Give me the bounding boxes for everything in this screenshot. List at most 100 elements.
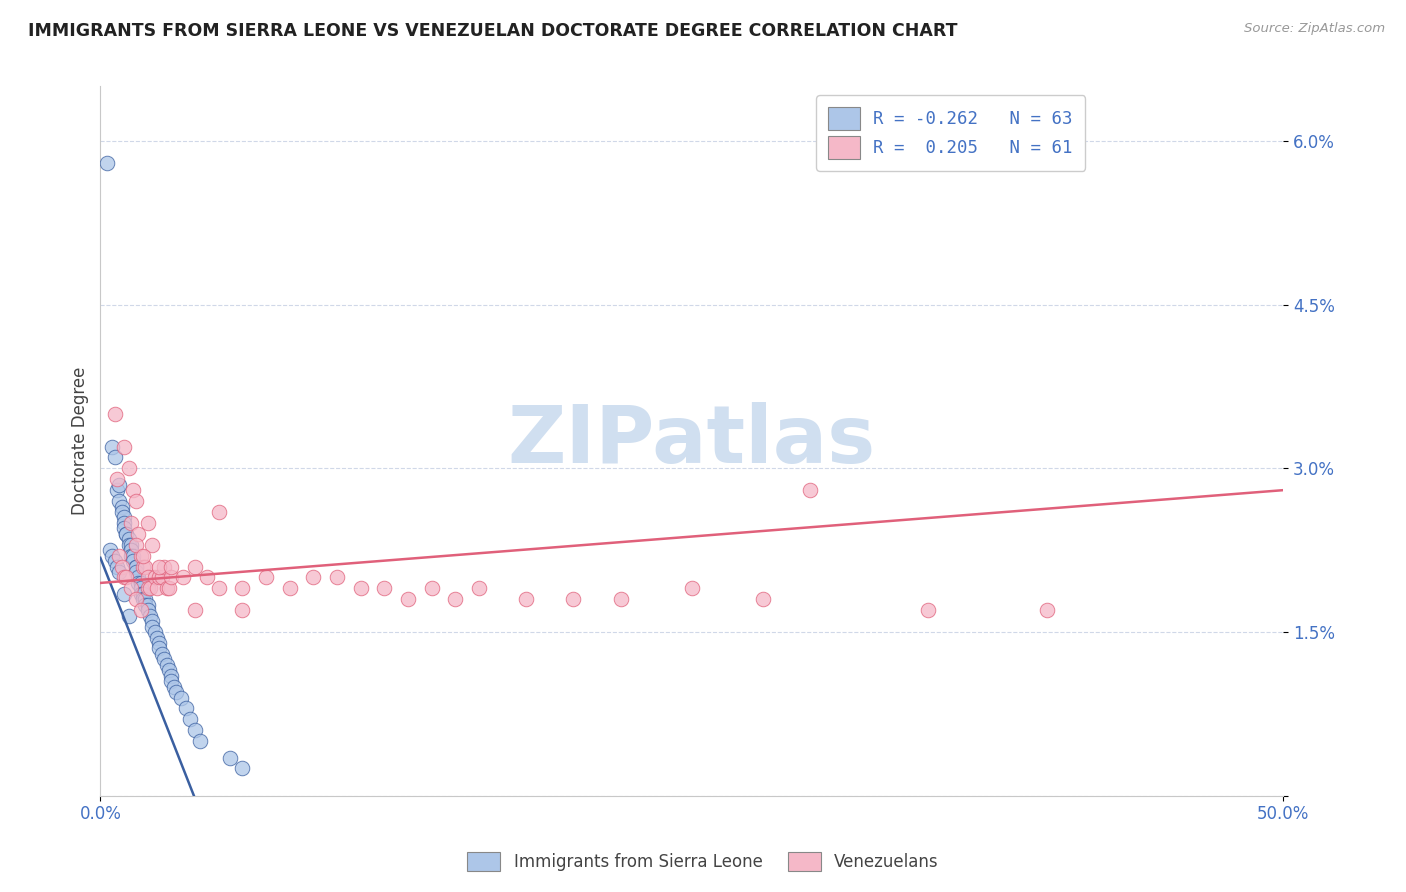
Point xyxy=(157,582,180,596)
Point xyxy=(148,641,170,656)
Y-axis label: Doctorate Degree: Doctorate Degree xyxy=(72,367,89,516)
Point xyxy=(184,603,207,617)
Point xyxy=(136,516,159,530)
Point xyxy=(799,483,821,498)
Point xyxy=(129,582,152,596)
Point xyxy=(146,582,169,596)
Point xyxy=(136,570,159,584)
Point xyxy=(127,570,149,584)
Point xyxy=(105,559,128,574)
Point xyxy=(112,440,135,454)
Point xyxy=(125,559,148,574)
Point xyxy=(157,663,180,677)
Point xyxy=(125,538,148,552)
Point xyxy=(103,554,125,568)
Point xyxy=(160,570,183,584)
Point xyxy=(108,494,131,508)
Text: Source: ZipAtlas.com: Source: ZipAtlas.com xyxy=(1244,22,1385,36)
Point xyxy=(132,549,155,563)
Point xyxy=(105,472,128,486)
Point xyxy=(231,603,253,617)
Point xyxy=(103,407,125,421)
Point xyxy=(160,674,183,689)
Point xyxy=(139,582,162,596)
Point xyxy=(120,538,142,552)
Point xyxy=(134,559,156,574)
Point xyxy=(170,690,193,705)
Point xyxy=(184,559,207,574)
Point xyxy=(165,685,187,699)
Point xyxy=(143,570,166,584)
Point xyxy=(349,582,371,596)
Point xyxy=(373,582,395,596)
Point xyxy=(120,516,142,530)
Point xyxy=(917,603,939,617)
Point xyxy=(207,505,229,519)
Point xyxy=(101,440,124,454)
Point xyxy=(98,543,121,558)
Point xyxy=(139,608,162,623)
Point xyxy=(396,592,419,607)
Point xyxy=(150,647,173,661)
Point xyxy=(153,559,176,574)
Point xyxy=(112,516,135,530)
Legend: R = -0.262   N = 63, R =  0.205   N = 61: R = -0.262 N = 63, R = 0.205 N = 61 xyxy=(815,95,1085,171)
Point xyxy=(155,582,177,596)
Point xyxy=(103,450,125,465)
Point xyxy=(420,582,443,596)
Point xyxy=(112,521,135,535)
Point xyxy=(125,592,148,607)
Point xyxy=(231,582,253,596)
Point xyxy=(125,494,148,508)
Point xyxy=(136,603,159,617)
Point xyxy=(136,582,159,596)
Point xyxy=(122,549,145,563)
Point xyxy=(146,631,169,645)
Point xyxy=(179,712,201,726)
Point xyxy=(120,549,142,563)
Point xyxy=(302,570,325,584)
Point xyxy=(125,559,148,574)
Point xyxy=(108,565,131,579)
Point xyxy=(118,608,141,623)
Point xyxy=(562,592,585,607)
Point xyxy=(122,554,145,568)
Point xyxy=(278,582,301,596)
Point xyxy=(118,461,141,475)
Point xyxy=(118,538,141,552)
Point xyxy=(609,592,631,607)
Point xyxy=(96,155,118,169)
Point xyxy=(163,680,186,694)
Point xyxy=(129,549,152,563)
Point xyxy=(1035,603,1057,617)
Point xyxy=(141,538,163,552)
Point xyxy=(129,576,152,591)
Point xyxy=(134,592,156,607)
Point xyxy=(254,570,277,584)
Point xyxy=(468,582,491,596)
Point xyxy=(134,598,156,612)
Point xyxy=(115,526,138,541)
Point xyxy=(129,603,152,617)
Point xyxy=(120,543,142,558)
Point xyxy=(150,570,173,584)
Point xyxy=(141,614,163,628)
Text: IMMIGRANTS FROM SIERRA LEONE VS VENEZUELAN DOCTORATE DEGREE CORRELATION CHART: IMMIGRANTS FROM SIERRA LEONE VS VENEZUEL… xyxy=(28,22,957,40)
Point xyxy=(115,526,138,541)
Point xyxy=(184,723,207,738)
Point xyxy=(174,701,197,715)
Point xyxy=(108,549,131,563)
Point xyxy=(219,750,242,764)
Point xyxy=(326,570,349,584)
Point xyxy=(132,592,155,607)
Point xyxy=(122,483,145,498)
Point xyxy=(132,587,155,601)
Point xyxy=(231,762,253,776)
Point xyxy=(132,559,155,574)
Point xyxy=(155,657,177,672)
Point xyxy=(127,526,149,541)
Point xyxy=(188,734,211,748)
Point xyxy=(207,582,229,596)
Point xyxy=(111,559,134,574)
Point xyxy=(118,533,141,547)
